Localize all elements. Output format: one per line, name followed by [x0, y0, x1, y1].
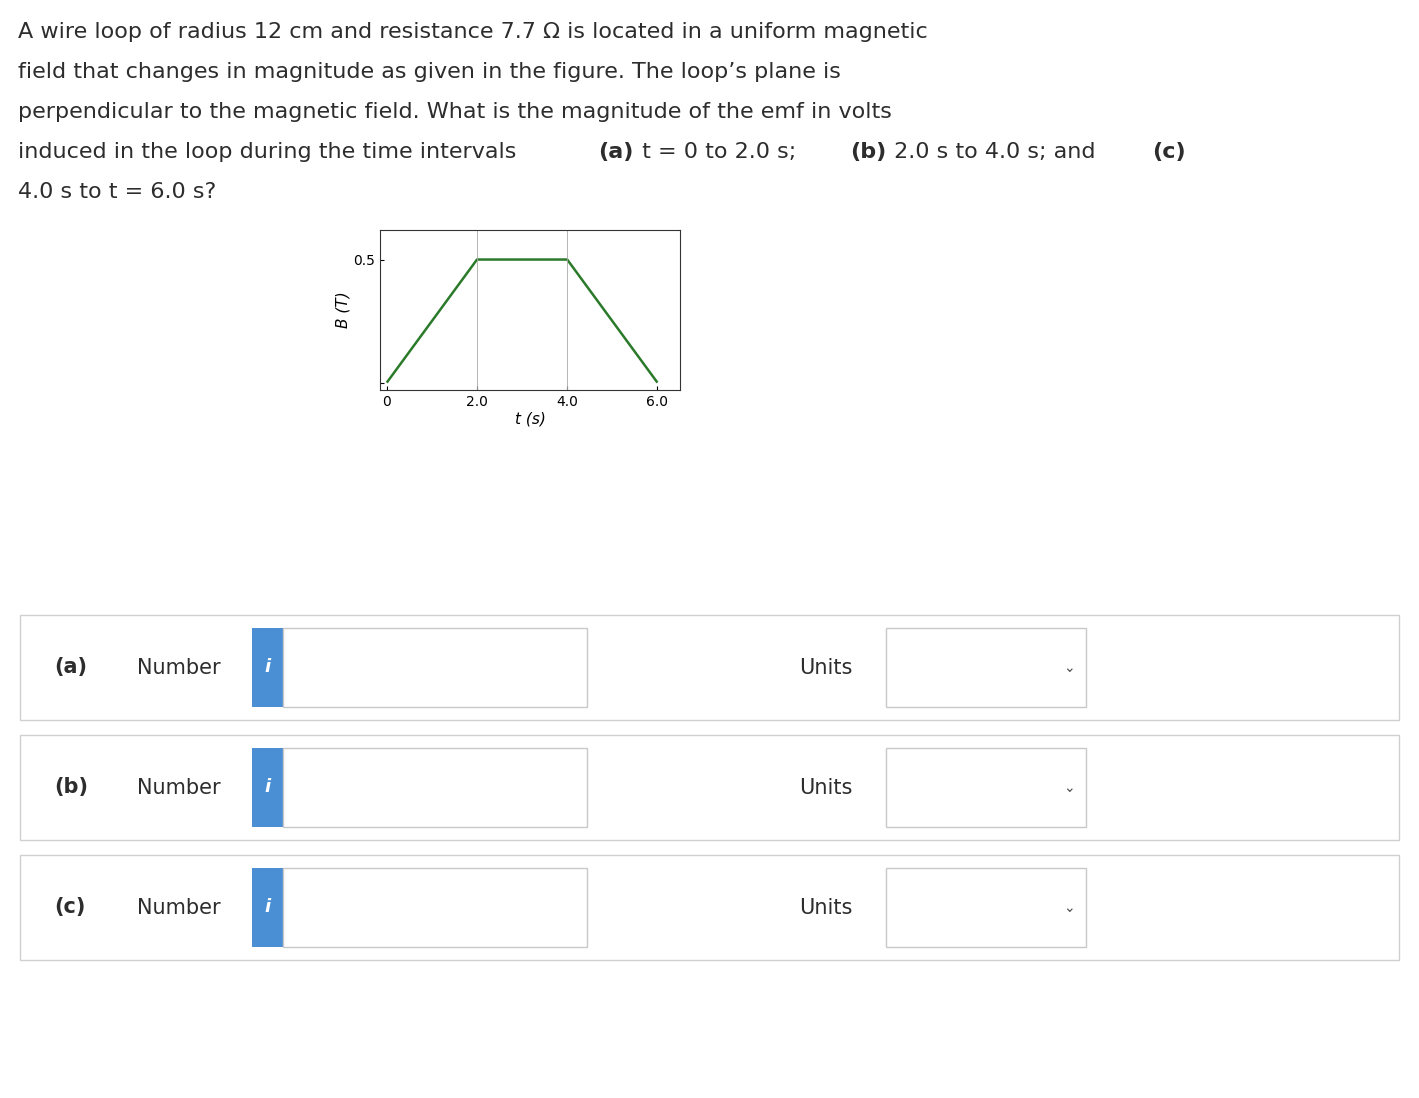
FancyBboxPatch shape	[885, 867, 1086, 948]
FancyBboxPatch shape	[251, 748, 284, 828]
Text: 2.0 s to 4.0 s; and: 2.0 s to 4.0 s; and	[887, 142, 1103, 163]
FancyBboxPatch shape	[284, 867, 587, 948]
FancyBboxPatch shape	[251, 867, 284, 948]
Text: perpendicular to the magnetic field. What is the magnitude of the emf in volts: perpendicular to the magnetic field. Wha…	[18, 102, 893, 122]
Text: (c): (c)	[54, 897, 87, 918]
FancyBboxPatch shape	[885, 748, 1086, 828]
Text: A wire loop of radius 12 cm and resistance 7.7 Ω is located in a uniform magneti: A wire loop of radius 12 cm and resistan…	[18, 22, 928, 42]
Text: t = 0 to 2.0 s;: t = 0 to 2.0 s;	[636, 142, 803, 163]
Text: 4.0 s to t = 6.0 s?: 4.0 s to t = 6.0 s?	[18, 182, 216, 202]
FancyBboxPatch shape	[284, 628, 587, 707]
Text: Units: Units	[799, 658, 853, 677]
Text: (a): (a)	[597, 142, 633, 163]
Text: Number: Number	[138, 658, 221, 677]
Text: i: i	[264, 898, 271, 917]
Text: Units: Units	[799, 897, 853, 918]
FancyBboxPatch shape	[20, 615, 1399, 720]
Text: induced in the loop during the time intervals: induced in the loop during the time inte…	[18, 142, 524, 163]
Text: (a): (a)	[54, 658, 88, 677]
Text: (c): (c)	[1152, 142, 1186, 163]
FancyBboxPatch shape	[20, 855, 1399, 960]
Text: Units: Units	[799, 777, 853, 797]
FancyBboxPatch shape	[885, 628, 1086, 707]
Text: Number: Number	[138, 897, 221, 918]
FancyBboxPatch shape	[20, 735, 1399, 840]
Text: (b): (b)	[54, 777, 88, 797]
FancyBboxPatch shape	[284, 748, 587, 828]
Text: ⌄: ⌄	[1064, 900, 1076, 915]
FancyBboxPatch shape	[251, 628, 284, 707]
X-axis label: t (s): t (s)	[515, 412, 545, 427]
Text: Number: Number	[138, 777, 221, 797]
Y-axis label: B (T): B (T)	[335, 292, 350, 328]
Text: i: i	[264, 659, 271, 676]
Text: ⌄: ⌄	[1064, 781, 1076, 795]
Text: field that changes in magnitude as given in the figure. The loop’s plane is: field that changes in magnitude as given…	[18, 61, 841, 82]
Text: ⌄: ⌄	[1064, 661, 1076, 674]
Text: (b): (b)	[850, 142, 885, 163]
Text: i: i	[264, 778, 271, 796]
